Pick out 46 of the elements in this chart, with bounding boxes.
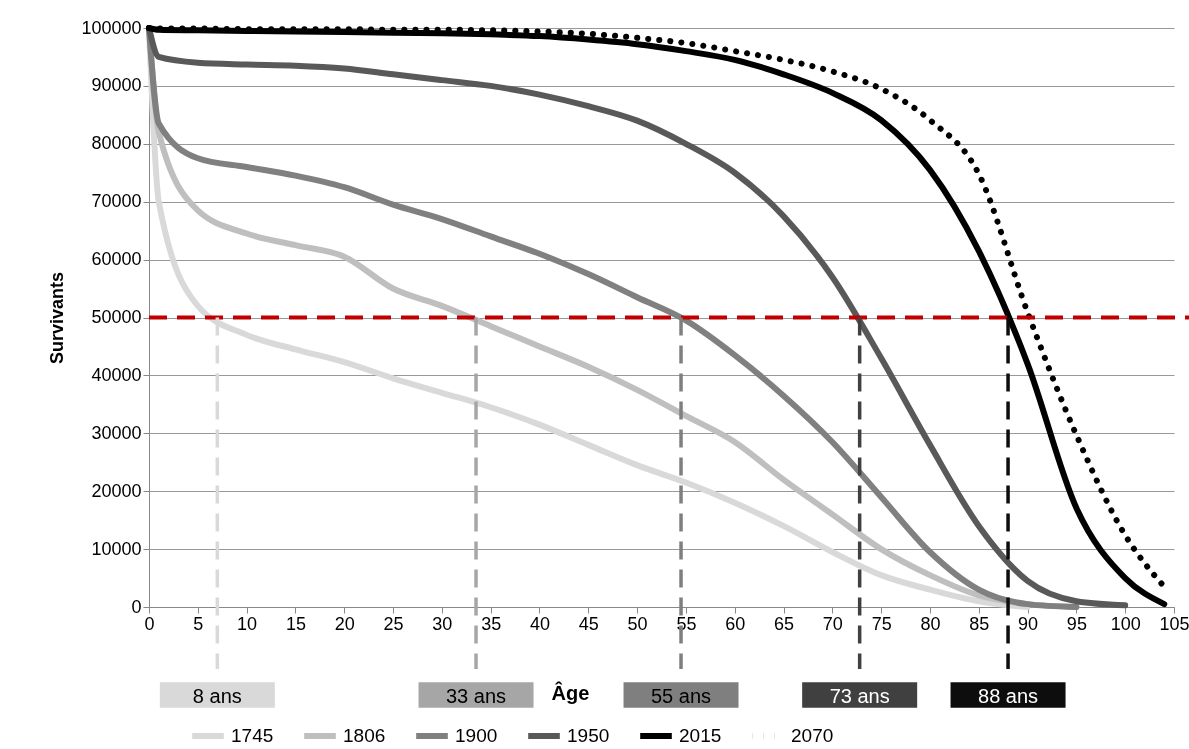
y-tick-label: 0 (131, 596, 142, 617)
x-tick-label: 30 (432, 613, 453, 634)
x-tick-label: 55 (676, 613, 697, 634)
x-tick-label: 35 (481, 613, 502, 634)
x-tick-label: 15 (285, 613, 306, 634)
legend-label: 1806 (343, 725, 386, 746)
x-tick-label: 90 (1018, 613, 1039, 634)
y-tick-label: 80000 (91, 133, 142, 154)
x-tick-label: 95 (1066, 613, 1087, 634)
ref-line-label: 73 ans (829, 685, 890, 707)
y-tick-label: 50000 (91, 307, 142, 327)
y-tick-label: 100000 (81, 17, 142, 38)
x-tick-label: 75 (871, 613, 892, 634)
x-tick-label: 80 (920, 613, 941, 634)
legend-label: 1900 (455, 725, 498, 746)
ref-line-label: 8 ans (192, 685, 242, 707)
legend-label: 2015 (679, 725, 722, 746)
x-tick-label: 25 (383, 613, 404, 634)
y-axis-title: Survivants (47, 271, 68, 365)
ref-line-label: 88 ans (978, 685, 1039, 707)
x-tick-label: 65 (774, 613, 795, 634)
y-tick-label: 20000 (91, 480, 142, 501)
ref-line-label: 55 ans (650, 685, 712, 707)
y-tick-label: 90000 (91, 75, 142, 96)
x-tick-label: 5 (193, 613, 204, 634)
ref-line-label: 33 ans (445, 685, 507, 707)
y-tick-label: 10000 (91, 538, 142, 559)
legend-label: 2070 (791, 725, 834, 746)
x-tick-label: 105 (1159, 613, 1189, 634)
x-tick-label: 60 (725, 613, 746, 634)
y-tick-label: 30000 (91, 422, 142, 443)
y-tick-label: 60000 (91, 249, 142, 270)
x-axis-title: Âge (551, 680, 590, 704)
legend-label: 1745 (231, 725, 274, 746)
x-tick-label: 10 (237, 613, 258, 634)
x-tick-label: 50 (627, 613, 648, 634)
x-tick-label: 20 (334, 613, 355, 634)
x-tick-label: 40 (529, 613, 550, 634)
x-tick-label: 70 (822, 613, 843, 634)
x-tick-label: 0 (144, 613, 155, 634)
x-tick-label: 85 (969, 613, 990, 634)
x-tick-label: 100 (1110, 613, 1141, 634)
x-tick-label: 45 (578, 613, 599, 634)
y-tick-label: 40000 (91, 364, 142, 385)
legend-label: 1950 (567, 725, 610, 746)
y-tick-label: 70000 (91, 191, 142, 212)
